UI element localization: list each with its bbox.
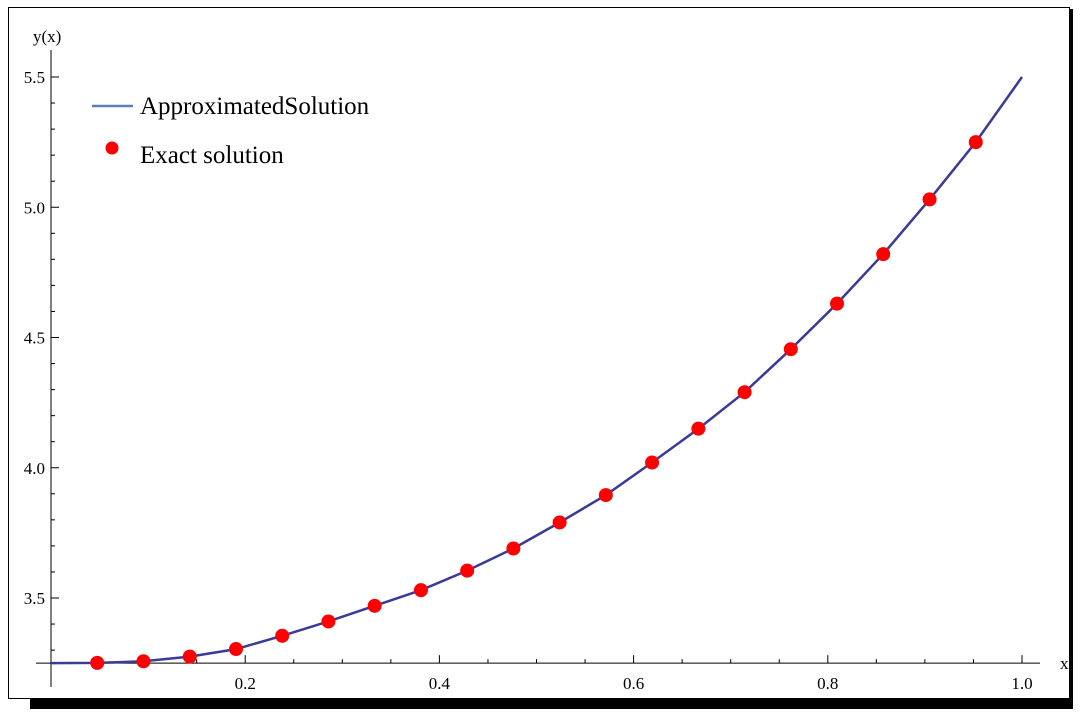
exact-solution-point bbox=[876, 247, 891, 262]
exact-solution-point bbox=[182, 649, 197, 664]
exact-solution-point bbox=[968, 135, 983, 150]
x-tick-label: 0.4 bbox=[429, 674, 451, 693]
exact-solution-point bbox=[830, 296, 845, 311]
y-minor-ticks bbox=[51, 76, 59, 651]
series-line-approximated-solution bbox=[50, 76, 1024, 665]
legend-label-approximated-solution: ApproximatedSolution bbox=[140, 93, 370, 120]
y-tick-label: 5.0 bbox=[24, 198, 45, 217]
legend-swatch-point bbox=[105, 141, 119, 155]
chart-frame bbox=[8, 7, 1070, 699]
x-tick-label: 0.2 bbox=[235, 674, 256, 693]
exact-solution-point bbox=[460, 563, 475, 578]
x-axis-label: x bbox=[1060, 654, 1069, 673]
series-points-exact-solution bbox=[90, 135, 983, 670]
legend-label-exact-solution: Exact solution bbox=[140, 142, 284, 169]
plot-area bbox=[50, 76, 1024, 670]
y-tick-label: 4.5 bbox=[24, 329, 45, 348]
exact-solution-point bbox=[367, 598, 382, 613]
exact-solution-point bbox=[90, 655, 105, 670]
exact-solution-point bbox=[413, 583, 428, 598]
exact-solution-point bbox=[691, 421, 706, 436]
exact-solution-point bbox=[321, 614, 336, 629]
legend-item-approximated-solution: ApproximatedSolution bbox=[92, 93, 370, 120]
exact-solution-point bbox=[645, 455, 660, 470]
exact-solution-point bbox=[922, 192, 937, 207]
exact-solution-point bbox=[275, 628, 290, 643]
y-tick-label: 3.5 bbox=[24, 589, 45, 608]
legend: ApproximatedSolution Exact solution bbox=[92, 93, 370, 169]
x-minor-ticks bbox=[99, 655, 1023, 664]
y-ticks: 3.5 4.0 4.5 5.0 5.5 bbox=[24, 68, 45, 608]
exact-solution-point bbox=[783, 342, 798, 357]
axes: 0.2 0.4 0.6 0.8 1.0 3.5 4.0 4.5 5.0 5.5 x y(x) bbox=[24, 27, 1069, 693]
exact-solution-point bbox=[228, 642, 243, 657]
y-tick-label: 4.0 bbox=[24, 459, 45, 478]
y-axis-label: y(x) bbox=[33, 27, 61, 46]
legend-item-exact-solution: Exact solution bbox=[105, 141, 284, 169]
exact-solution-point bbox=[506, 541, 521, 556]
x-ticks: 0.2 0.4 0.6 0.8 1.0 bbox=[235, 674, 1033, 693]
frame-shadow-right bbox=[1070, 9, 1073, 709]
exact-solution-point bbox=[598, 488, 613, 503]
exact-solution-point bbox=[136, 654, 151, 669]
y-tick-label: 5.5 bbox=[24, 68, 45, 87]
frame-shadow-bottom bbox=[30, 699, 1072, 709]
x-tick-label: 1.0 bbox=[1011, 674, 1032, 693]
exact-solution-point bbox=[737, 385, 752, 400]
x-tick-label: 0.6 bbox=[623, 674, 644, 693]
x-tick-label: 0.8 bbox=[817, 674, 838, 693]
exact-solution-point bbox=[552, 515, 567, 530]
